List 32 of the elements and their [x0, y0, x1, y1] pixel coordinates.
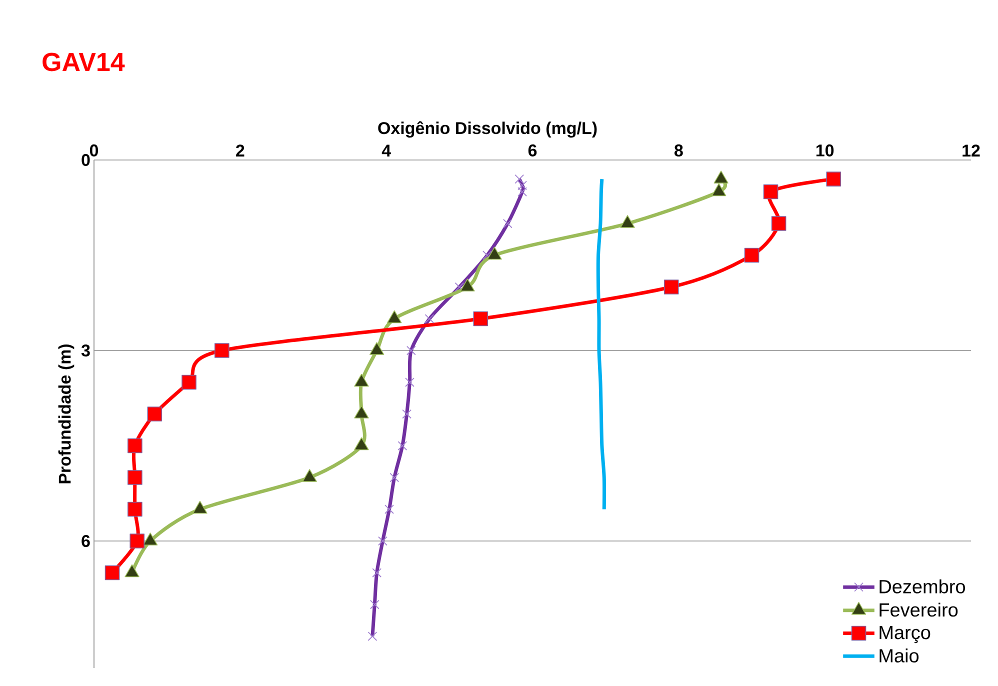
legend-label: Março	[880, 626, 930, 644]
y-tick-label: 3	[81, 344, 90, 357]
point	[763, 184, 778, 200]
x-axis-title: Oxigênio Dissolvido (mg/L)	[378, 121, 597, 138]
x-tick-label: 6	[528, 144, 537, 156]
y-axis-title: Profundidade (m)	[58, 344, 74, 484]
line-series	[596, 177, 606, 512]
x-tick-label: 12	[962, 144, 980, 156]
chart-title: GAV14	[42, 52, 125, 72]
x-tick-label: 0	[90, 144, 98, 156]
legend-label: Dezembro	[880, 579, 965, 594]
point	[128, 470, 142, 485]
y-tick-label: 6	[82, 534, 90, 548]
point	[147, 406, 162, 422]
point	[826, 172, 842, 186]
legend-label: Fevereiro	[880, 602, 958, 617]
point	[130, 534, 145, 548]
point	[128, 502, 142, 517]
point	[664, 280, 679, 294]
x-tick-label: 2	[236, 144, 244, 156]
point	[182, 374, 196, 390]
x-tick-label: 4	[382, 144, 391, 156]
point	[128, 438, 142, 454]
y-tick-label: 0	[82, 154, 90, 166]
point	[771, 216, 786, 231]
point	[744, 248, 760, 263]
point	[473, 311, 488, 326]
point	[214, 343, 230, 358]
x-tick-label: 8	[674, 144, 683, 156]
point	[104, 565, 120, 580]
legend-label: Maio	[880, 648, 919, 662]
x-tick-label: 10	[816, 144, 834, 156]
